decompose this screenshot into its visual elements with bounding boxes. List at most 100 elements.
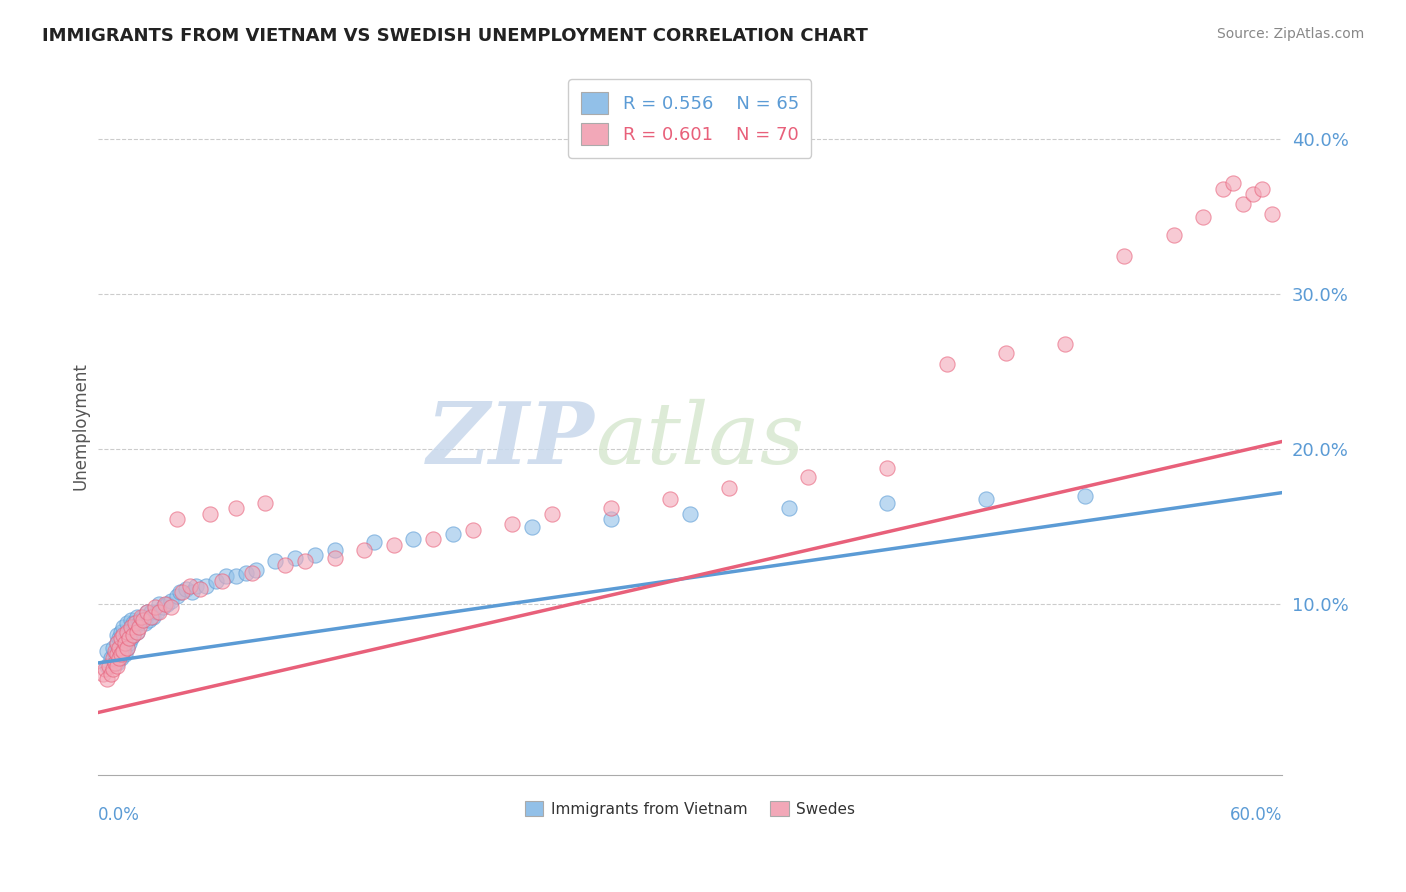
Point: [96, 672, 118, 686]
Point: [103, 640, 125, 655]
Point: [274, 558, 297, 573]
Point: [441, 527, 464, 541]
Point: [1074, 489, 1097, 503]
Point: [94, 662, 117, 676]
Point: [108, 640, 131, 655]
Point: [169, 584, 191, 599]
Point: [304, 548, 326, 562]
Point: [186, 578, 208, 592]
Point: [600, 501, 623, 516]
Point: [112, 628, 135, 642]
Point: [122, 628, 145, 642]
Point: [935, 357, 957, 371]
Point: [1114, 249, 1136, 263]
Point: [105, 659, 128, 673]
Point: [176, 582, 198, 596]
Point: [104, 656, 127, 670]
Text: ZIP: ZIP: [427, 398, 595, 482]
Text: IMMIGRANTS FROM VIETNAM VS SWEDISH UNEMPLOYMENT CORRELATION CHART: IMMIGRANTS FROM VIETNAM VS SWEDISH UNEMP…: [42, 27, 868, 45]
Point: [188, 582, 211, 596]
Point: [382, 538, 405, 552]
Point: [797, 470, 820, 484]
Point: [96, 659, 118, 673]
Point: [114, 636, 136, 650]
Point: [136, 605, 159, 619]
Point: [110, 632, 132, 646]
Point: [108, 632, 131, 646]
Point: [1053, 337, 1076, 351]
Point: [105, 636, 128, 650]
Point: [254, 496, 277, 510]
Point: [718, 481, 741, 495]
Point: [139, 605, 162, 619]
Point: [235, 566, 257, 581]
Point: [1261, 207, 1284, 221]
Point: [115, 615, 138, 630]
Point: [323, 550, 346, 565]
Point: [112, 620, 135, 634]
Point: [148, 605, 170, 619]
Point: [1212, 182, 1234, 196]
Point: [96, 643, 118, 657]
Text: 0.0%: 0.0%: [97, 806, 139, 824]
Point: [363, 535, 385, 549]
Point: [100, 666, 122, 681]
Point: [114, 647, 136, 661]
Point: [1251, 182, 1274, 196]
Point: [120, 620, 142, 634]
Point: [156, 597, 179, 611]
Point: [179, 578, 201, 592]
Point: [240, 566, 263, 581]
Text: Source: ZipAtlas.com: Source: ZipAtlas.com: [1216, 27, 1364, 41]
Point: [166, 590, 188, 604]
Point: [876, 460, 898, 475]
Point: [264, 554, 287, 568]
Point: [118, 636, 141, 650]
Point: [284, 550, 307, 565]
Point: [211, 574, 233, 588]
Point: [122, 628, 145, 642]
Point: [124, 620, 146, 634]
Point: [1192, 210, 1215, 224]
Point: [139, 609, 162, 624]
Point: [323, 543, 346, 558]
Point: [195, 578, 218, 592]
Point: [118, 632, 141, 646]
Point: [159, 594, 181, 608]
Point: [110, 647, 132, 661]
Text: atlas: atlas: [595, 399, 804, 482]
Point: [112, 643, 135, 657]
Point: [679, 508, 702, 522]
Point: [225, 501, 247, 516]
Point: [103, 662, 125, 676]
Point: [110, 651, 132, 665]
Point: [120, 632, 142, 646]
Point: [108, 651, 131, 665]
Text: 60.0%: 60.0%: [1230, 806, 1282, 824]
Point: [143, 600, 166, 615]
Point: [225, 569, 247, 583]
Point: [114, 632, 136, 646]
Point: [110, 625, 132, 640]
Point: [520, 519, 543, 533]
Point: [120, 613, 142, 627]
Point: [153, 597, 176, 611]
Point: [100, 651, 122, 665]
Legend: Immigrants from Vietnam, Swedes: Immigrants from Vietnam, Swedes: [519, 795, 862, 822]
Point: [122, 615, 145, 630]
Point: [112, 640, 135, 655]
Point: [125, 625, 148, 640]
Point: [104, 647, 127, 661]
Point: [1163, 228, 1185, 243]
Point: [132, 613, 155, 627]
Point: [778, 501, 800, 516]
Point: [166, 512, 188, 526]
Point: [105, 647, 128, 661]
Point: [105, 628, 128, 642]
Point: [461, 523, 484, 537]
Point: [215, 569, 238, 583]
Y-axis label: Unemployment: Unemployment: [72, 362, 89, 490]
Point: [146, 605, 169, 619]
Point: [118, 625, 141, 640]
Point: [402, 532, 425, 546]
